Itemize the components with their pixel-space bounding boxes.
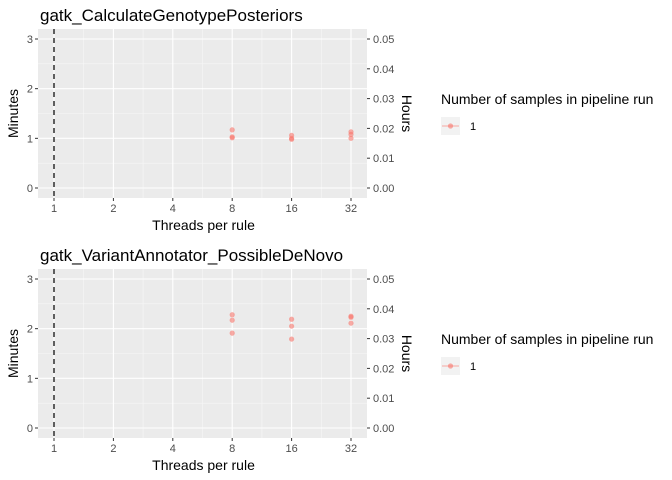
x-tick-label: 16: [285, 443, 297, 455]
x-tick-label: 1: [51, 443, 57, 455]
y2-tick-label: 0.01: [373, 153, 394, 165]
y2-tick-label: 0.03: [373, 94, 394, 106]
data-point: [229, 135, 235, 141]
y-tick-label: 0: [27, 183, 33, 195]
data-point: [229, 312, 235, 318]
x-axis-title: Threads per rule: [152, 217, 255, 233]
y2-tick-label: 0.02: [373, 123, 394, 135]
y2-tick-label: 0.00: [373, 423, 394, 435]
y2-axis-title: Hours: [399, 335, 415, 372]
y-axis-title: Minutes: [5, 329, 21, 378]
data-point: [348, 314, 354, 320]
x-tick-label: 8: [229, 443, 235, 455]
chart-title: gatk_VariantAnnotator_PossibleDeNovo: [40, 246, 343, 265]
data-point: [289, 316, 295, 322]
y-axis-title: Minutes: [5, 89, 21, 138]
chart-panel-1: gatk_CalculateGenotypePosteriors 0 1 2 3 0.00…: [5, 6, 653, 233]
y-tick-label: 3: [27, 34, 33, 46]
y-tick-label: 0: [27, 423, 33, 435]
y2-tick-label: 0.05: [373, 34, 394, 46]
data-point: [348, 135, 354, 141]
y2-tick-label: 0.04: [373, 64, 394, 76]
x-tick-label: 32: [345, 203, 357, 215]
data-point: [289, 323, 295, 329]
data-point: [229, 127, 235, 133]
data-point: [229, 330, 235, 336]
x-tick-label: 4: [170, 203, 176, 215]
chart-panel-2: gatk_VariantAnnotator_PossibleDeNovo 0 1 2 3…: [5, 246, 653, 473]
y2-tick-label: 0.01: [373, 393, 394, 405]
data-point: [289, 136, 295, 142]
data-point: [229, 317, 235, 323]
y-tick-label: 1: [27, 133, 33, 145]
legend-label: 1: [470, 361, 476, 373]
x-tick-label: 2: [110, 203, 116, 215]
chart-title: gatk_CalculateGenotypePosteriors: [40, 6, 303, 25]
legend-key-point: [447, 363, 454, 369]
y-tick-label: 2: [27, 324, 33, 336]
y2-axis-title: Hours: [399, 95, 415, 132]
data-point: [348, 131, 354, 137]
x-tick-label: 16: [285, 203, 297, 215]
y2-tick-label: 0.03: [373, 334, 394, 346]
legend-label: 1: [470, 121, 476, 133]
x-tick-label: 2: [110, 443, 116, 455]
legend-title: Number of samples in pipeline run: [441, 331, 653, 347]
x-axis-title: Threads per rule: [152, 457, 255, 473]
x-tick-label: 8: [229, 203, 235, 215]
y-tick-label: 1: [27, 373, 33, 385]
legend-title: Number of samples in pipeline run: [441, 91, 653, 107]
y2-tick-label: 0.05: [373, 274, 394, 286]
data-point: [348, 320, 354, 326]
x-tick-label: 32: [345, 443, 357, 455]
y-tick-label: 3: [27, 274, 33, 286]
x-tick-label: 1: [51, 203, 57, 215]
legend-key-point: [447, 123, 454, 129]
y-tick-label: 2: [27, 84, 33, 96]
y2-tick-label: 0.02: [373, 363, 394, 375]
x-tick-label: 4: [170, 443, 176, 455]
y2-tick-label: 0.04: [373, 304, 394, 316]
y2-tick-label: 0.00: [373, 183, 394, 195]
data-point: [289, 336, 295, 342]
